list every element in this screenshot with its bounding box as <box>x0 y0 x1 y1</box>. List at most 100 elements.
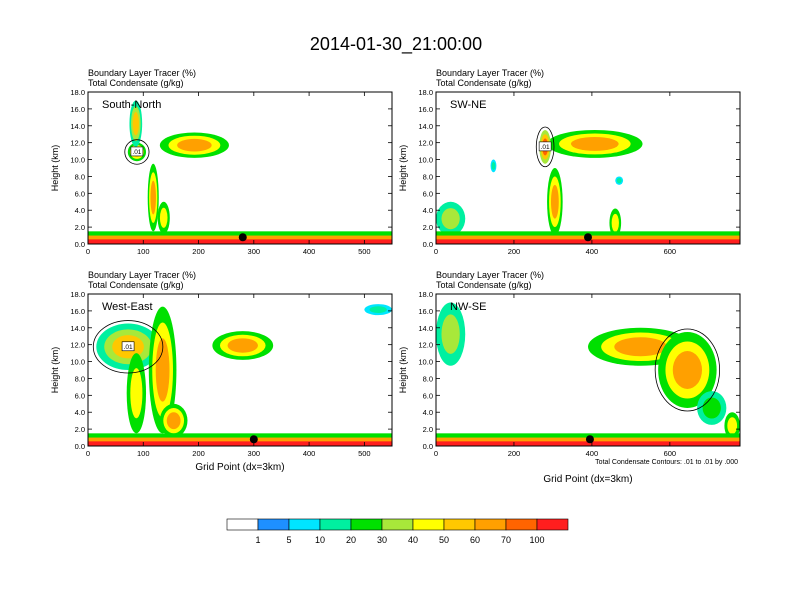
colorbar-swatch <box>536 518 569 531</box>
tracer-blob <box>702 397 721 419</box>
x-tick-label: 600 <box>664 247 677 256</box>
surface-layer-core <box>436 441 740 446</box>
y-tick-label: 0.0 <box>75 442 85 451</box>
contour-label-box <box>130 146 144 157</box>
plot-area: .01 <box>436 92 740 244</box>
plot-frame <box>87 91 393 245</box>
tracer-blob <box>570 136 619 151</box>
contour-footnote: Total Condensate Contours: .01 to .01 by… <box>595 459 738 466</box>
header-condensate: Total Condensate (g/kg) <box>88 280 184 290</box>
tracer-blob <box>159 207 168 228</box>
surface-layer-core <box>436 239 740 244</box>
y-tick-label: 18.0 <box>418 290 433 299</box>
contour-label: .01 <box>541 144 550 151</box>
x-tick-label: 300 <box>248 247 261 256</box>
y-tick-label: 12.0 <box>418 139 433 148</box>
x-tick-label: 100 <box>137 247 150 256</box>
colorbar-label: 5 <box>286 535 291 545</box>
y-tick-label: 8.0 <box>423 172 433 181</box>
tracer-blob <box>132 112 139 136</box>
tracer-blob <box>369 306 387 314</box>
colorbar-label: 1 <box>255 535 260 545</box>
tracer-blob <box>227 338 258 353</box>
y-tick-label: 18.0 <box>418 88 433 97</box>
location-marker <box>249 435 258 444</box>
x-tick-label: 200 <box>192 449 205 458</box>
y-tick-label: 8.0 <box>75 374 85 383</box>
tracer-blob <box>441 314 460 354</box>
tracer-blob <box>550 184 559 219</box>
contour-label-box <box>538 141 552 152</box>
plot-area: .01 <box>88 92 392 244</box>
x-tick-label: 500 <box>358 247 371 256</box>
y-tick-label: 10.0 <box>418 156 433 165</box>
panel-label: NW-SE <box>450 301 486 313</box>
colorbar-swatch <box>226 518 259 531</box>
colorbar-swatch <box>288 518 321 531</box>
colorbar-label: 30 <box>377 535 387 545</box>
condensate-contour <box>92 320 164 374</box>
y-tick-label: 10.0 <box>418 358 433 367</box>
contour-label: .01 <box>124 344 133 351</box>
tracer-blob <box>614 337 667 357</box>
tracer-blob <box>166 412 181 430</box>
y-tick-label: 12.0 <box>418 341 433 350</box>
colorbar-label: 60 <box>470 535 480 545</box>
x-tick-label: 500 <box>358 449 371 458</box>
colorbar-swatch <box>381 518 414 531</box>
y-tick-label: 16.0 <box>418 307 433 316</box>
tracer-blob <box>441 208 460 230</box>
panel-west-east: Boundary Layer Tracer (%)Total Condensat… <box>50 270 393 473</box>
colorbar-label: 100 <box>529 535 544 545</box>
tracer-blob <box>611 213 619 232</box>
x-tick-label: 400 <box>586 247 599 256</box>
plot-frame <box>435 293 741 447</box>
y-tick-label: 14.0 <box>70 122 85 131</box>
plot-area <box>436 294 740 446</box>
plot-frame <box>87 293 393 447</box>
x-tick-label: 300 <box>248 449 261 458</box>
y-tick-label: 6.0 <box>423 391 433 400</box>
tracer-blob <box>616 178 622 184</box>
y-axis-label: Height (km) <box>50 347 60 394</box>
location-marker <box>584 233 592 242</box>
panel-label: SW-NE <box>450 99 486 111</box>
y-tick-label: 0.0 <box>423 442 433 451</box>
colorbar-swatch <box>319 518 352 531</box>
colorbar-swatch <box>505 518 538 531</box>
location-marker <box>238 233 247 242</box>
y-tick-label: 12.0 <box>70 139 85 148</box>
y-tick-label: 0.0 <box>75 240 85 249</box>
figure-title: 2014-01-30_21:00:00 <box>310 34 482 55</box>
x-axis-label: Grid Point (dx=3km) <box>195 462 284 473</box>
y-tick-label: 4.0 <box>423 206 433 215</box>
x-tick-label: 400 <box>303 449 316 458</box>
colorbar-label: 10 <box>315 535 325 545</box>
x-axis-label: Grid Point (dx=3km) <box>543 474 632 485</box>
colorbar-swatch <box>350 518 383 531</box>
header-tracer: Boundary Layer Tracer (%) <box>88 270 196 280</box>
plot-frame <box>435 91 741 245</box>
tracer-blob <box>491 161 496 170</box>
tracer-blob <box>155 338 170 402</box>
header-tracer: Boundary Layer Tracer (%) <box>88 68 196 78</box>
y-tick-label: 16.0 <box>70 307 85 316</box>
x-tick-label: 400 <box>586 449 599 458</box>
y-tick-label: 14.0 <box>418 122 433 131</box>
y-tick-label: 6.0 <box>75 189 85 198</box>
y-axis-label: Height (km) <box>398 145 408 192</box>
tracer-blob <box>177 138 212 152</box>
header-condensate: Total Condensate (g/kg) <box>88 78 184 88</box>
y-tick-label: 0.0 <box>423 240 433 249</box>
colorbar-label: 50 <box>439 535 449 545</box>
panel-sw-ne: Boundary Layer Tracer (%)Total Condensat… <box>398 68 741 256</box>
condensate-contour <box>535 126 555 168</box>
colorbar-label: 20 <box>346 535 356 545</box>
y-tick-label: 12.0 <box>70 341 85 350</box>
header-condensate: Total Condensate (g/kg) <box>436 280 532 290</box>
y-tick-label: 2.0 <box>75 425 85 434</box>
x-tick-label: 100 <box>137 449 150 458</box>
y-tick-label: 2.0 <box>423 223 433 232</box>
y-tick-label: 6.0 <box>423 189 433 198</box>
colorbar-label: 70 <box>501 535 511 545</box>
